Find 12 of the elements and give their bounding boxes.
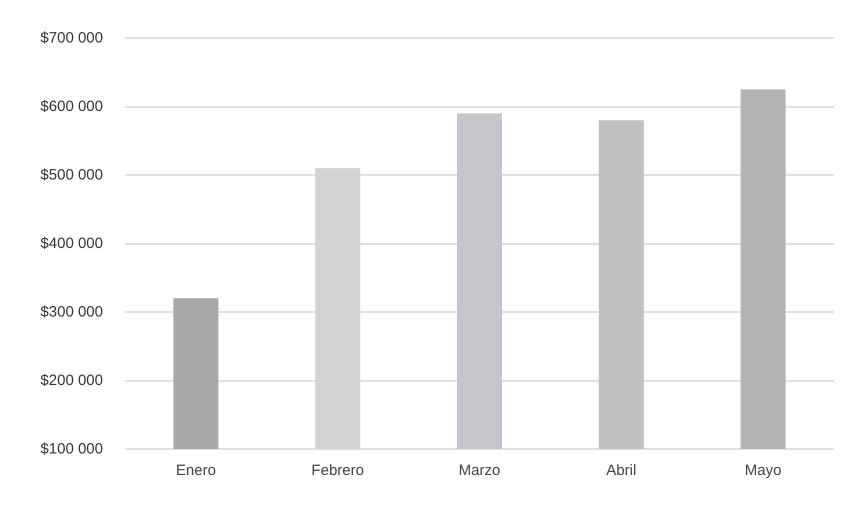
y-tick-label: $500 000: [40, 166, 103, 184]
y-tick-label: $700 000: [40, 30, 103, 46]
y-tick-label: $400 000: [40, 235, 103, 252]
y-tick-label: $300 000: [40, 304, 103, 320]
y-tick-label: $100 000: [40, 440, 103, 458]
x-tick-label: Marzo: [458, 462, 500, 479]
y-tick-label: $600 000: [40, 98, 103, 115]
x-tick-label: Abril: [606, 462, 636, 479]
x-tick-label: Mayo: [744, 462, 782, 479]
y-tick-label: $200 000: [40, 372, 103, 389]
x-tick-label: Febrero: [311, 462, 364, 479]
x-tick-label: Enero: [176, 462, 216, 479]
